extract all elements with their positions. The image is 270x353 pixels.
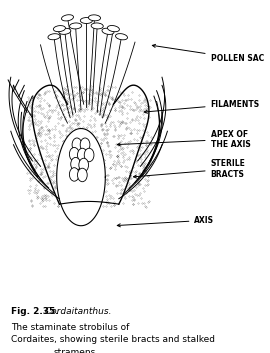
- Ellipse shape: [91, 23, 103, 29]
- Ellipse shape: [107, 25, 119, 32]
- Text: stramens.: stramens.: [54, 348, 99, 353]
- Text: FILAMENTS: FILAMENTS: [144, 100, 260, 113]
- Text: Cordaitanthus.: Cordaitanthus.: [42, 307, 111, 316]
- Ellipse shape: [79, 158, 89, 172]
- Text: AXIS: AXIS: [117, 216, 214, 227]
- Ellipse shape: [62, 15, 73, 21]
- Ellipse shape: [70, 23, 82, 29]
- Text: Fig. 2.35.: Fig. 2.35.: [11, 307, 58, 316]
- Ellipse shape: [80, 138, 90, 151]
- Ellipse shape: [69, 148, 79, 161]
- Text: APEX OF
THE AXIS: APEX OF THE AXIS: [117, 130, 250, 149]
- Text: Cordaites, showing sterile bracts and stalked: Cordaites, showing sterile bracts and st…: [11, 335, 215, 344]
- Ellipse shape: [53, 26, 65, 32]
- Polygon shape: [57, 128, 105, 226]
- Ellipse shape: [48, 34, 60, 40]
- Ellipse shape: [77, 168, 87, 182]
- Ellipse shape: [80, 18, 92, 24]
- Text: POLLEN SAC: POLLEN SAC: [152, 44, 264, 63]
- Text: STERILE
BRACTS: STERILE BRACTS: [133, 159, 245, 179]
- Ellipse shape: [69, 168, 79, 181]
- Ellipse shape: [116, 34, 127, 40]
- Ellipse shape: [89, 15, 100, 21]
- Ellipse shape: [72, 138, 82, 151]
- Text: The staminate strobilus of: The staminate strobilus of: [11, 323, 129, 332]
- Ellipse shape: [71, 157, 80, 171]
- Ellipse shape: [102, 28, 114, 35]
- Ellipse shape: [59, 28, 71, 34]
- Ellipse shape: [77, 148, 87, 162]
- Ellipse shape: [84, 148, 94, 162]
